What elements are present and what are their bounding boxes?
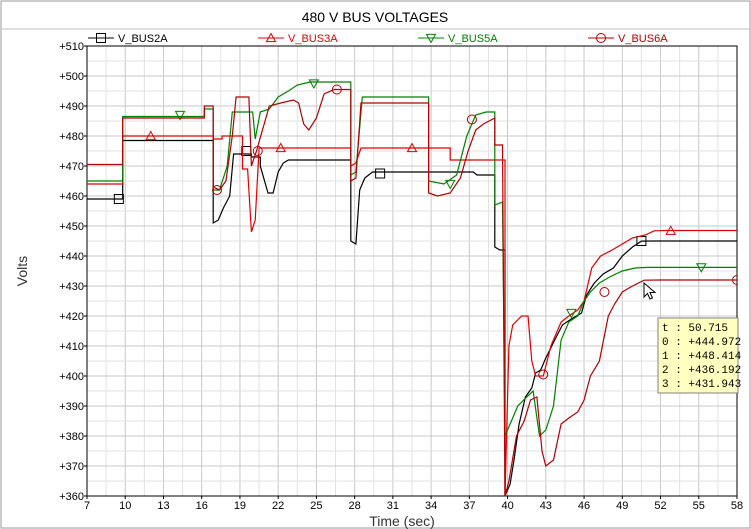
x-tick-label: 55 — [693, 500, 705, 512]
x-tick-label: 37 — [463, 500, 475, 512]
series-line[interactable] — [87, 81, 737, 438]
legend-label: V_BUS2A — [118, 33, 168, 45]
legend-marker — [96, 33, 106, 43]
data-point-marker — [732, 275, 737, 285]
data-point-marker — [145, 130, 157, 141]
x-tick-label: 52 — [654, 500, 666, 512]
data-point-marker — [665, 225, 677, 235]
value-tooltip: t : 50.715 0 : +444.972 1 : +448.414 2 : +4… — [657, 317, 742, 394]
x-tick-label: 10 — [119, 500, 131, 512]
data-point-marker — [466, 114, 477, 125]
x-tick-label: 16 — [196, 500, 208, 512]
x-tick-label: 34 — [425, 500, 437, 512]
legend-marker — [596, 33, 606, 43]
y-tick-label: +440 — [59, 251, 84, 263]
data-point-marker — [444, 179, 456, 190]
series-v-bus3a — [87, 130, 737, 496]
legend-marker — [265, 32, 277, 43]
data-point-marker — [174, 110, 186, 121]
y-tick-label: +410 — [59, 341, 84, 353]
tooltip-line: 0 : +444.972 — [662, 337, 741, 349]
data-point-marker — [406, 142, 418, 153]
y-tick-label: +460 — [59, 191, 84, 203]
tooltip-line: 3 : +431.943 — [662, 379, 741, 391]
y-axis-label: Volts — [14, 256, 30, 286]
legend: V_BUS2A V_BUS3A V_BUS5A V_BUS6A — [88, 32, 668, 45]
legend-marker — [425, 33, 437, 44]
series-line[interactable] — [87, 135, 737, 496]
tooltip-line: t : 50.715 — [662, 323, 728, 335]
x-tick-label: 13 — [157, 500, 169, 512]
axis-ticks: 7 10 13 16 19 22 25 28 31 34 37 40 43 46 49 52 55 58 +360 +… — [59, 41, 743, 512]
legend-label: V_BUS3A — [288, 33, 338, 45]
data-point-marker — [212, 185, 222, 195]
data-point-marker — [331, 84, 342, 95]
x-tick-label: 25 — [310, 500, 322, 512]
y-tick-label: +420 — [59, 311, 84, 323]
y-tick-label: +470 — [59, 161, 84, 173]
x-axis-label: Time (sec) — [369, 513, 435, 529]
plot-area[interactable] — [86, 45, 738, 497]
chart-title: 480 V BUS VOLTAGES — [302, 9, 449, 25]
data-point-marker — [538, 369, 549, 380]
x-tick-label: 28 — [349, 500, 361, 512]
x-tick-label: 7 — [84, 500, 90, 512]
y-tick-label: +390 — [59, 401, 84, 413]
y-tick-label: +360 — [59, 491, 84, 503]
x-tick-label: 22 — [272, 500, 284, 512]
data-point-marker — [565, 308, 577, 319]
x-tick-label: 40 — [501, 500, 513, 512]
x-tick-label: 58 — [731, 500, 743, 512]
legend-label: V_BUS6A — [618, 33, 668, 45]
x-tick-label: 46 — [578, 500, 590, 512]
series-line[interactable] — [87, 88, 737, 497]
y-tick-label: +450 — [59, 221, 84, 233]
tooltip-line: 2 : +436.192 — [662, 365, 741, 377]
x-tick-label: 31 — [387, 500, 399, 512]
x-tick-label: 49 — [616, 500, 628, 512]
series-lines — [87, 79, 737, 497]
data-point-marker — [113, 194, 124, 204]
x-tick-label: 19 — [234, 500, 246, 512]
data-point-marker — [695, 263, 707, 273]
y-tick-label: +370 — [59, 461, 84, 473]
series-v-bus6a — [87, 84, 737, 497]
y-tick-label: +490 — [59, 101, 84, 113]
y-tick-label: +480 — [59, 131, 84, 143]
data-point-marker — [252, 146, 263, 156]
tooltip-box — [657, 317, 739, 394]
tooltip-line: 1 : +448.414 — [662, 351, 742, 363]
y-tick-label: +380 — [59, 431, 84, 443]
y-tick-label: +500 — [59, 71, 84, 83]
y-tick-label: +430 — [59, 281, 84, 293]
data-point-marker — [599, 287, 610, 297]
data-point-marker — [375, 168, 386, 179]
y-tick-label: +510 — [59, 41, 84, 53]
mouse-cursor-icon — [643, 281, 657, 300]
series-v-bus5a — [87, 79, 737, 438]
data-point-marker — [275, 142, 287, 153]
legend-label: V_BUS5A — [448, 33, 498, 45]
data-point-marker — [308, 79, 320, 90]
x-tick-label: 43 — [540, 500, 552, 512]
y-tick-label: +400 — [59, 371, 84, 383]
